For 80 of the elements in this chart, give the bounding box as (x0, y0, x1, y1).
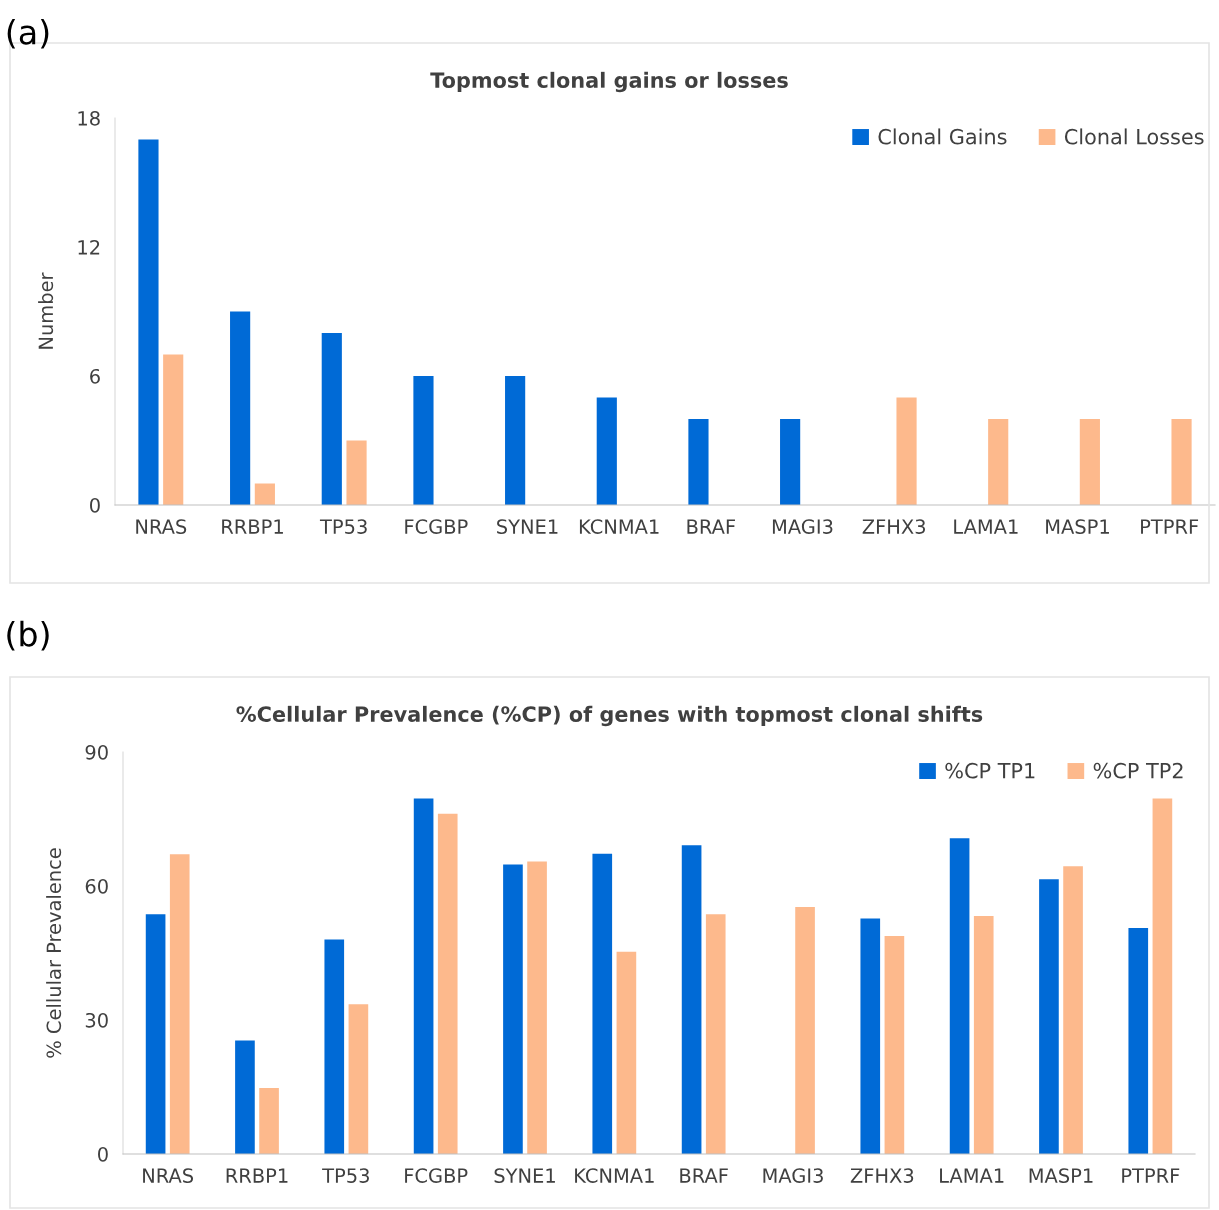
x-tick-label: RRBP1 (226, 1168, 288, 1183)
legend-label: %CP TP2 (1093, 762, 1183, 779)
y-tick-label: 0 (98, 1146, 108, 1162)
bar (596, 397, 617, 505)
bar (592, 853, 613, 1154)
x-tick-label: NRAS (143, 1168, 194, 1183)
text: (b) (7, 620, 49, 651)
x-tick-label: MAGI3 (763, 1168, 823, 1183)
bar (1063, 866, 1083, 1154)
bar (259, 1087, 279, 1154)
bar (527, 861, 547, 1154)
y-tick-label: 90 (85, 744, 108, 760)
x-tick-label: LAMA1 (940, 1168, 1004, 1183)
bar (169, 854, 190, 1154)
bar (1152, 798, 1173, 1154)
x-tick-label: KCNMA1 (575, 1168, 654, 1183)
x-tick-label: PTPRF (1141, 519, 1199, 534)
y-tick-label: 0 (90, 497, 100, 513)
bar (688, 419, 709, 505)
bar (988, 419, 1009, 505)
bar (705, 914, 726, 1154)
bar (346, 440, 367, 505)
y-tick-label: 6 (90, 368, 100, 384)
chart-title: Topmost clonal gains or losses (430, 71, 788, 93)
x-tick-label: TP53 (322, 1168, 369, 1183)
x-tick-label: KCNMA1 (579, 519, 659, 534)
y-tick-label: 30 (85, 1012, 108, 1028)
chart-title: %Cellular Prevalence (%CP) of genes with topmost clonal shifts (236, 705, 983, 727)
bar (973, 915, 994, 1154)
text: (a) (7, 18, 49, 49)
x-tick-label: TP53 (319, 519, 367, 534)
legend-label: Clonal Gains (878, 128, 1007, 145)
bar (413, 376, 434, 505)
bar (503, 864, 523, 1154)
bar (324, 939, 345, 1154)
bar (896, 397, 917, 505)
legend-label: %CP TP1 (945, 762, 1035, 779)
bar (1171, 419, 1192, 505)
y-tick-label: 12 (78, 239, 100, 255)
bar (616, 951, 637, 1154)
y-tick-label: 18 (78, 110, 100, 126)
x-tick-label: SYNE1 (494, 1168, 555, 1183)
x-tick-label: MASP1 (1046, 519, 1109, 534)
x-tick-label: PTPRF (1122, 1168, 1180, 1183)
bar (505, 376, 526, 505)
bar (235, 1040, 255, 1154)
bar (1079, 419, 1100, 505)
bar (145, 914, 166, 1154)
bar (1039, 879, 1059, 1154)
x-tick-label: FCGBP (405, 1168, 468, 1183)
bar (413, 798, 434, 1154)
x-tick-label: RRBP1 (222, 519, 283, 534)
legend-label: Clonal Losses (1064, 128, 1204, 145)
bar (681, 845, 702, 1154)
bar (795, 906, 815, 1154)
x-tick-label: NRAS (136, 519, 187, 534)
x-tick-label: ZFHX3 (862, 519, 926, 534)
y-axis-title: % Cellular Prevalence (46, 848, 62, 1058)
x-tick-label: BRAF (680, 1168, 728, 1183)
bar (230, 311, 251, 505)
bar (138, 139, 159, 505)
bar (860, 918, 881, 1154)
y-axis-title: Number (38, 272, 54, 349)
bar (949, 838, 970, 1154)
x-tick-label: MAGI3 (772, 519, 833, 534)
bar (437, 813, 458, 1154)
y-tick-label: 60 (85, 878, 108, 894)
bar (321, 333, 342, 505)
bar (884, 936, 905, 1154)
x-tick-label: FCGBP (405, 519, 468, 534)
x-tick-label: LAMA1 (954, 519, 1018, 534)
bar (780, 419, 801, 505)
bar (163, 354, 184, 505)
x-tick-label: MASP1 (1029, 1168, 1093, 1183)
bar (1128, 927, 1149, 1154)
bar (348, 1004, 369, 1154)
x-tick-label: SYNE1 (497, 519, 558, 534)
bar (254, 483, 275, 505)
x-tick-label: BRAF (687, 519, 735, 534)
x-tick-label: ZFHX3 (850, 1168, 914, 1183)
